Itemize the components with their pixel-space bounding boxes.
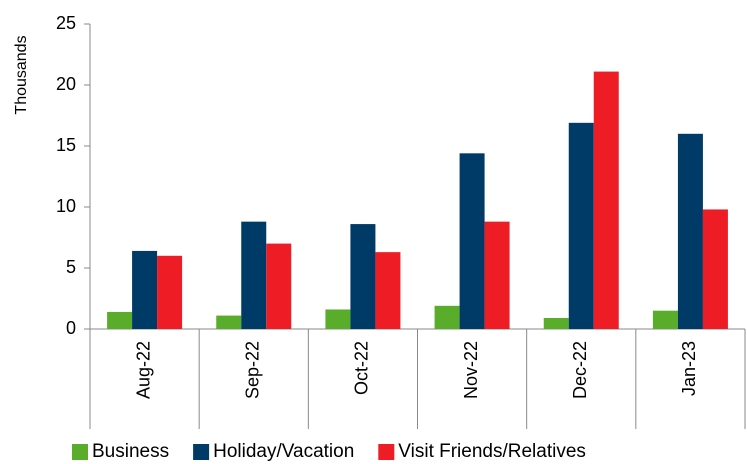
bar (241, 221, 267, 329)
legend-swatch (378, 444, 395, 460)
bar (132, 250, 158, 329)
y-tick-label: 15 (56, 135, 76, 155)
x-tick-label: Dec-22 (570, 341, 590, 399)
bar (107, 311, 133, 329)
legend-swatch (72, 444, 88, 460)
legend-label: Business (92, 441, 169, 462)
bar (702, 209, 728, 329)
x-tick-label: Jan-23 (679, 341, 699, 396)
bar (459, 153, 485, 329)
bar (375, 252, 401, 329)
x-tick-label: Nov-22 (461, 341, 481, 399)
x-tick-label: Aug-22 (133, 341, 153, 399)
bar (434, 305, 460, 329)
bar (350, 224, 376, 329)
bar (484, 221, 510, 329)
y-tick-label: 0 (66, 318, 76, 338)
bar (652, 310, 678, 329)
bar (325, 309, 351, 329)
bar (568, 122, 594, 329)
y-tick-label: 5 (66, 257, 76, 277)
legend-swatch (193, 444, 210, 460)
bar (543, 318, 569, 329)
bar (593, 71, 619, 329)
bar (677, 133, 703, 329)
y-axis-label: Thousands (13, 35, 30, 114)
legend-label: Holiday/Vacation (213, 441, 354, 462)
y-tick-label: 25 (56, 13, 76, 33)
legend-label: Visit Friends/Relatives (398, 441, 586, 462)
bar (266, 243, 292, 329)
y-tick-label: 10 (56, 196, 76, 216)
x-tick-label: Oct-22 (352, 341, 372, 395)
bar (157, 255, 183, 329)
bar (216, 315, 242, 329)
x-tick-label: Sep-22 (243, 341, 263, 399)
y-tick-label: 20 (56, 74, 76, 94)
